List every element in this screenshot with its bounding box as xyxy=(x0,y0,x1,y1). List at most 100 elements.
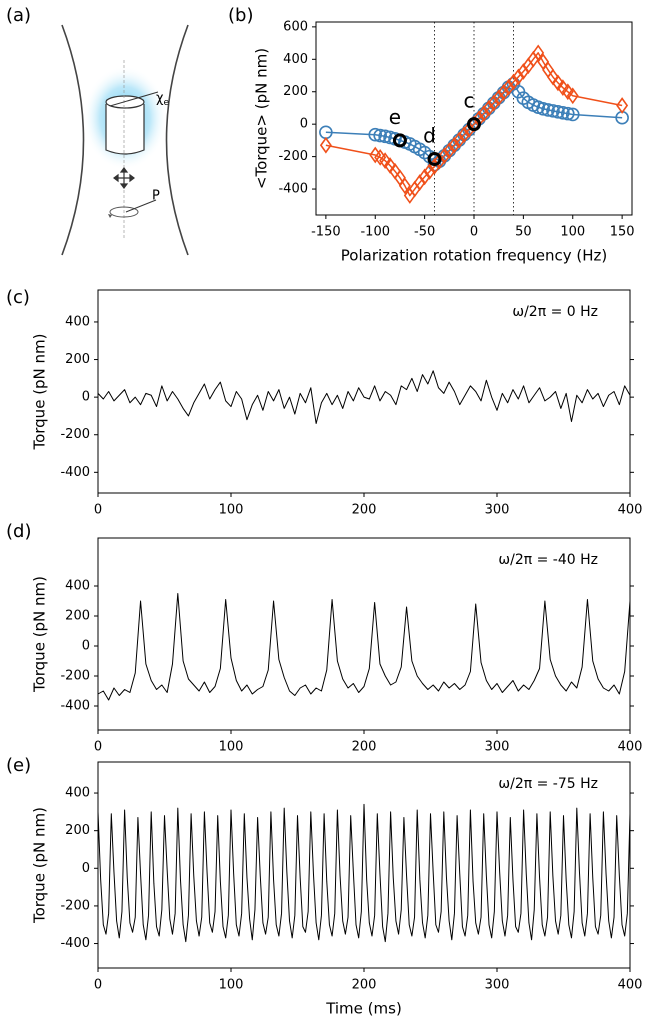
x-axis-label: Polarization rotation frequency (Hz) xyxy=(341,247,607,265)
y-tick-label: 0 xyxy=(82,390,90,405)
marker xyxy=(433,152,446,170)
annotation-label: e xyxy=(389,105,401,129)
y-tick-label: -200 xyxy=(278,149,308,164)
x-tick-label: 300 xyxy=(485,503,510,518)
data-line xyxy=(97,593,631,701)
x-tick-label: -150 xyxy=(311,225,341,240)
marker xyxy=(556,106,570,120)
marker xyxy=(616,97,629,114)
panel-label: (c) xyxy=(6,287,30,308)
marker xyxy=(551,105,565,119)
y-tick-label: -400 xyxy=(60,936,90,951)
y-tick-label: 400 xyxy=(65,314,90,329)
condition-label: ω/2π = -40 Hz xyxy=(498,552,598,568)
y-axis-label: Torque (pN nm) xyxy=(31,333,49,450)
marker xyxy=(565,107,580,122)
y-tick-label: -400 xyxy=(60,465,90,480)
y-tick-label: 400 xyxy=(65,786,90,801)
marker xyxy=(487,94,500,112)
plot-frame xyxy=(97,761,631,969)
x-tick-label: 0 xyxy=(470,225,478,240)
y-tick-label: 400 xyxy=(65,579,90,594)
y-tick-label: -200 xyxy=(60,427,90,442)
x-tick-label: 50 xyxy=(515,225,532,240)
pol-arrow xyxy=(125,199,157,213)
x-tick-label: -50 xyxy=(414,225,435,240)
x-tick-label: 300 xyxy=(485,978,510,993)
y-tick-label: -400 xyxy=(278,182,308,197)
marker xyxy=(423,163,436,180)
marker xyxy=(492,89,505,107)
x-tick-label: 400 xyxy=(618,503,643,518)
marker xyxy=(561,83,574,101)
x-tick-label: 0 xyxy=(94,503,102,518)
marker xyxy=(566,87,579,105)
marker xyxy=(497,84,510,101)
x-tick-label: 200 xyxy=(352,503,377,518)
marker xyxy=(418,168,431,186)
marker xyxy=(413,174,426,191)
marker xyxy=(561,106,575,121)
annotation-label: c xyxy=(464,89,475,113)
y-tick-label: 0 xyxy=(82,639,90,654)
marker xyxy=(541,103,555,117)
marker xyxy=(398,177,411,195)
beam-edge xyxy=(165,24,189,256)
marker xyxy=(512,68,525,86)
x-tick-label: 400 xyxy=(618,978,643,993)
marker xyxy=(368,127,383,142)
marker xyxy=(502,78,515,96)
panel-label: (a) xyxy=(6,5,31,26)
x-tick-label: -100 xyxy=(360,225,390,240)
annotation-label: d xyxy=(423,124,436,148)
condition-label: ω/2π = -75 Hz xyxy=(498,776,598,792)
cylinder xyxy=(105,104,145,155)
y-axis-label: Torque (pN nm) xyxy=(31,807,49,924)
panel-label: (d) xyxy=(6,521,31,542)
marker xyxy=(319,136,332,154)
marker xyxy=(379,152,392,170)
y-tick-label: 0 xyxy=(300,117,308,132)
marker xyxy=(546,104,560,118)
x-tick-label: 100 xyxy=(219,978,244,993)
condition-label: ω/2π = 0 Hz xyxy=(512,304,598,320)
marker xyxy=(438,147,451,165)
marker xyxy=(532,44,545,62)
x-tick-label: 300 xyxy=(485,740,510,755)
x-tick-label: 100 xyxy=(560,225,585,240)
marker xyxy=(443,142,456,159)
x-tick-label: 400 xyxy=(618,740,643,755)
x-axis-label: Time (ms) xyxy=(325,1000,402,1016)
marker xyxy=(536,101,550,116)
y-tick-label: 200 xyxy=(65,352,90,367)
marker xyxy=(458,126,471,144)
y-axis-label: <Torque> (pN nm) xyxy=(253,48,271,189)
data-line xyxy=(97,803,631,943)
marker xyxy=(507,73,520,91)
y-tick-label: -200 xyxy=(60,898,90,913)
marker xyxy=(463,121,476,138)
x-tick-label: 0 xyxy=(94,740,102,755)
panel-label: (b) xyxy=(228,5,253,26)
chi-label: χe xyxy=(156,91,170,108)
rotation-circle xyxy=(109,206,139,218)
y-tick-label: -400 xyxy=(60,699,90,714)
panel-a: (a) χe P xyxy=(6,5,189,256)
y-tick-label: 200 xyxy=(283,84,308,99)
y-tick-label: -200 xyxy=(60,669,90,684)
annotation-marker xyxy=(392,133,407,148)
y-tick-label: 600 xyxy=(283,19,308,34)
y-tick-label: 0 xyxy=(82,861,90,876)
x-tick-label: 0 xyxy=(94,978,102,993)
x-tick-label: 200 xyxy=(352,740,377,755)
pol-label: P xyxy=(152,189,160,204)
marker xyxy=(448,136,461,154)
x-tick-label: 100 xyxy=(219,740,244,755)
beam-edge xyxy=(61,24,85,256)
marker xyxy=(453,131,466,149)
marker xyxy=(551,74,564,92)
y-tick-label: 200 xyxy=(65,609,90,624)
annotation-marker xyxy=(467,117,481,132)
data-line xyxy=(97,370,631,424)
x-tick-label: 150 xyxy=(610,225,635,240)
